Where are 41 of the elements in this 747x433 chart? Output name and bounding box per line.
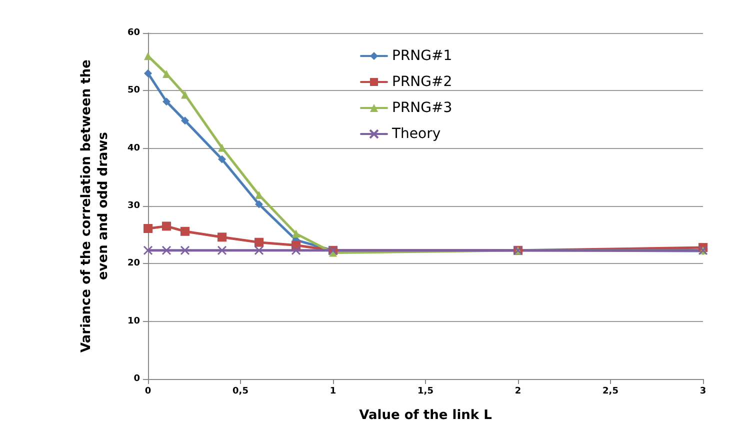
legend-label: PRNG#1	[392, 48, 452, 64]
y-tick-label: 30	[127, 201, 140, 211]
point	[162, 246, 172, 256]
y-tick-label: 0	[134, 374, 140, 384]
point	[143, 246, 153, 256]
point	[217, 246, 227, 256]
point	[254, 246, 264, 256]
x-axis-title: Value of the link L	[359, 408, 492, 423]
x-tick-label: 0,5	[232, 386, 248, 396]
point	[255, 191, 263, 200]
x-tick-label: 1	[330, 386, 336, 396]
point	[291, 246, 301, 256]
point	[144, 69, 152, 78]
y-axis-title: Variance of the correlation between the even and odd draws	[79, 59, 111, 352]
y-tick-label: 50	[127, 86, 140, 96]
point	[181, 90, 189, 99]
point	[218, 144, 226, 152]
y-tick-label: 10	[127, 316, 140, 326]
y-tick-label: 20	[127, 258, 140, 269]
x-tick-label: 1,5	[418, 386, 434, 396]
legend-label: Theory	[391, 126, 441, 142]
x-tick-label: 2,5	[602, 386, 618, 396]
point	[181, 116, 189, 125]
point	[254, 238, 264, 247]
point	[218, 155, 226, 164]
point	[180, 226, 190, 236]
y-tick-label: 60	[127, 28, 140, 38]
point	[162, 222, 171, 231]
y-tick-label: 40	[127, 143, 140, 154]
point	[162, 98, 170, 106]
x-tick-label: 0	[144, 386, 152, 396]
point	[255, 200, 263, 208]
point	[144, 224, 152, 233]
legend-label: PRNG#2	[392, 74, 452, 90]
point	[292, 230, 300, 238]
point	[162, 70, 170, 78]
x-tick-label: 2	[514, 386, 522, 396]
point	[180, 246, 190, 256]
legend-label: PRNG#3	[392, 100, 452, 116]
point	[218, 232, 226, 242]
x-tick-label: 3	[700, 386, 706, 396]
